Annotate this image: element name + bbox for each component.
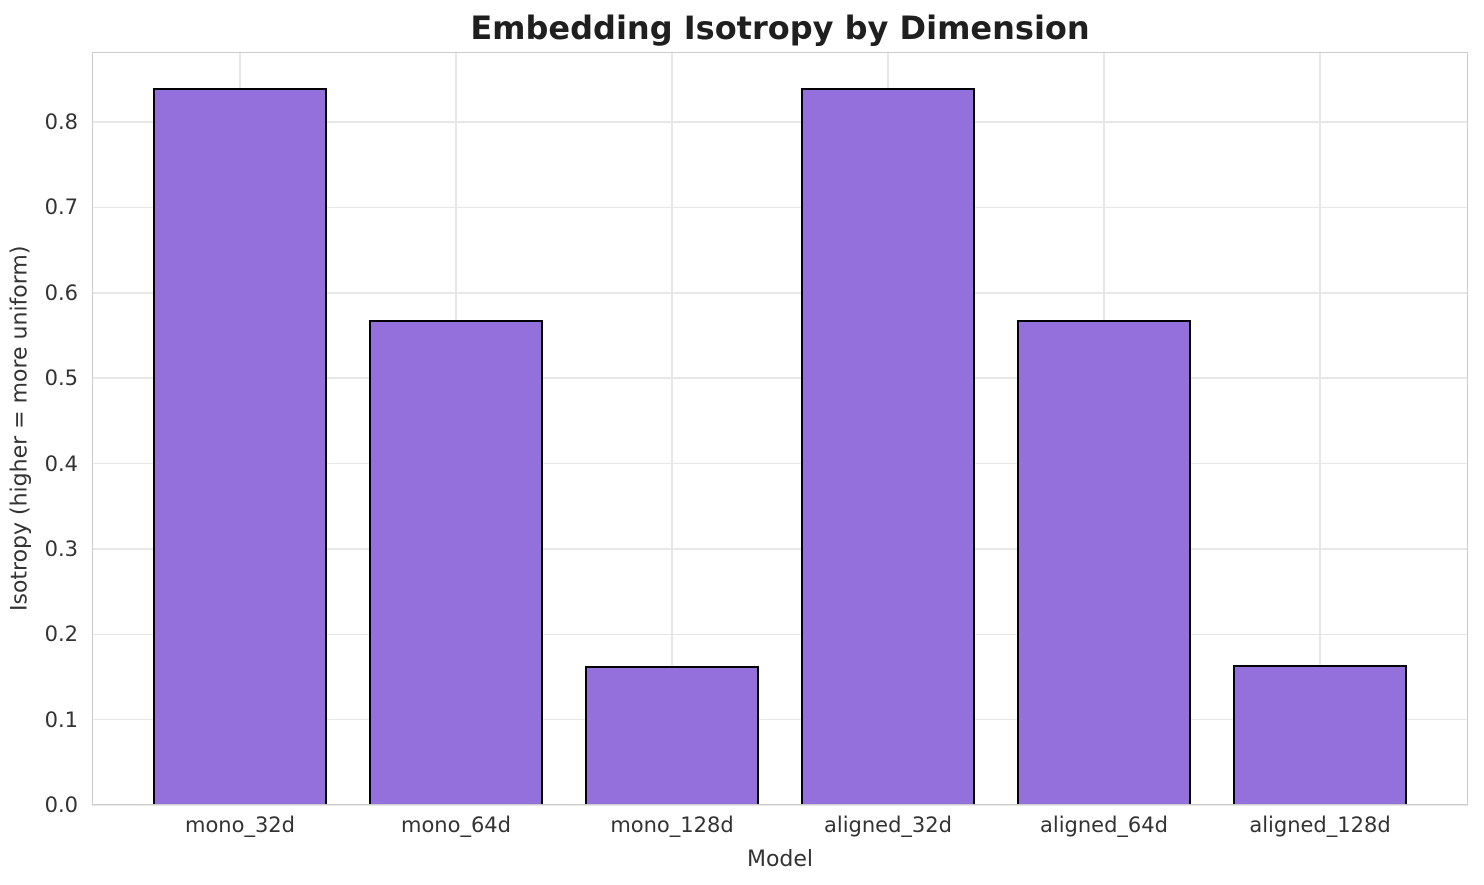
- x-tick-label: aligned_128d: [1249, 813, 1391, 837]
- y-tick-label: 0.8: [44, 110, 78, 134]
- y-gridline: [92, 633, 1468, 636]
- y-tick-label: 0.6: [44, 280, 78, 305]
- y-tick-label: 0.2: [44, 622, 78, 647]
- bar-aligned_128d: [1233, 665, 1407, 805]
- chart-title: Embedding Isotropy by Dimension: [470, 9, 1090, 47]
- y-gridline: [92, 462, 1468, 465]
- y-tick-label: 0.4: [44, 451, 78, 476]
- x-gridline: [1319, 52, 1321, 805]
- y-tick-label: 0.3: [44, 536, 78, 561]
- y-gridline: [92, 718, 1468, 721]
- y-gridline: [92, 377, 1468, 379]
- y-gridline: [92, 206, 1468, 209]
- y-gridline: [92, 121, 1468, 123]
- x-tick-label: aligned_64d: [1040, 813, 1168, 837]
- bar-mono_128d: [585, 665, 759, 805]
- x-tick-label: mono_32d: [184, 813, 295, 837]
- bar-mono_32d: [153, 87, 327, 805]
- bar-aligned_32d: [801, 87, 975, 805]
- bar-aligned_64d: [1017, 320, 1191, 805]
- y-axis-label: Isotropy (higher = more uniform): [7, 245, 33, 612]
- x-tick-label: mono_64d: [400, 813, 511, 837]
- x-gridline: [671, 52, 673, 805]
- bar-mono_64d: [369, 320, 543, 805]
- x-axis-label: Model: [746, 847, 814, 872]
- plot-area: [92, 52, 1468, 806]
- y-gridline: [92, 548, 1468, 550]
- x-tick-label: aligned_32d: [824, 813, 952, 837]
- x-tick-label: mono_128d: [610, 813, 734, 837]
- y-gridline: [92, 292, 1468, 294]
- y-tick-label: 0.7: [44, 195, 78, 220]
- y-tick-label: 0.0: [44, 793, 78, 817]
- y-tick-label: 0.5: [44, 366, 78, 391]
- y-gridline: [92, 804, 1468, 806]
- y-tick-label: 0.1: [44, 707, 78, 732]
